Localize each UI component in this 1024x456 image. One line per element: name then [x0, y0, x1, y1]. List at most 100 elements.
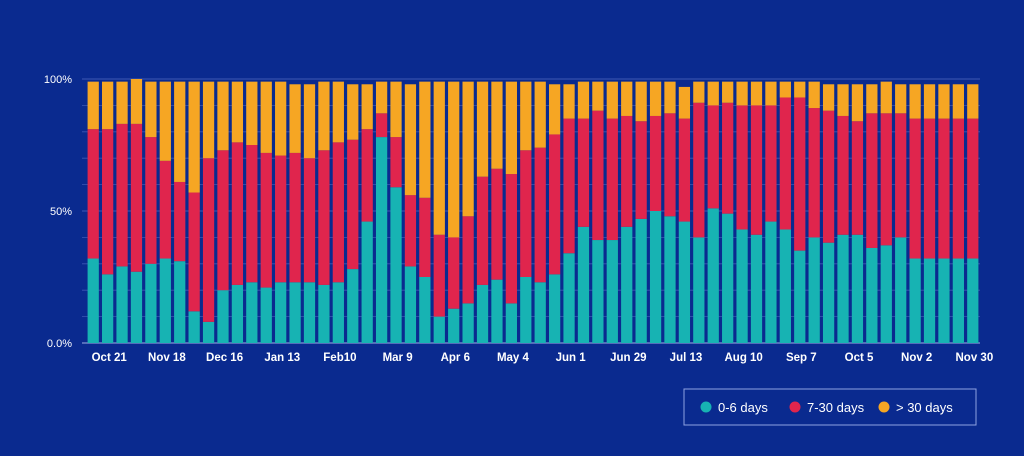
x-tick-label: Jul 13 — [670, 352, 703, 364]
bar-segment--30-days — [476, 81, 489, 177]
bar-segment--30-days — [404, 84, 417, 196]
bar-segment-0-6-days — [577, 226, 590, 343]
bar-segment-7-30-days — [433, 234, 445, 317]
bar-segment-0-6-days — [448, 308, 460, 343]
bar-segment-7-30-days — [534, 147, 546, 283]
bar-segment--30-days — [606, 81, 618, 119]
bar-segment--30-days — [303, 84, 316, 159]
legend-swatch — [700, 401, 712, 413]
bar-segment-7-30-days — [621, 115, 633, 227]
bar-segment-7-30-days — [404, 195, 417, 267]
bar-segment-7-30-days — [332, 142, 344, 283]
bar-segment-0-6-days — [635, 218, 647, 343]
bar-segment-0-6-days — [664, 216, 676, 343]
bar-segment-0-6-days — [592, 240, 604, 343]
bar-segment-0-6-days — [693, 237, 705, 343]
bar-segment--30-days — [693, 81, 705, 103]
bar-segment--30-days — [563, 84, 575, 119]
bar-segment-0-6-days — [217, 290, 229, 343]
x-tick-label: Nov 30 — [956, 352, 994, 364]
bar-segment-7-30-days — [938, 118, 950, 259]
bar-segment-7-30-days — [765, 105, 777, 222]
x-tick-label: Apr 6 — [441, 352, 470, 364]
legend: 0-6 days 7-30 days > 30 days — [683, 388, 977, 426]
bar-segment--30-days — [794, 81, 806, 98]
bar-segment-0-6-days — [822, 242, 835, 343]
bar-segment-7-30-days — [880, 113, 892, 246]
bar-segment-0-6-days — [967, 258, 979, 343]
bar-segment-7-30-days — [87, 129, 99, 259]
x-tick-label: Sep 7 — [786, 352, 817, 364]
x-tick-label: Feb10 — [323, 352, 356, 364]
y-tick-label: 0.0% — [47, 338, 72, 350]
bar-segment-0-6-days — [102, 274, 114, 343]
bar-segment-0-6-days — [549, 274, 561, 343]
bar-segment-7-30-days — [476, 176, 489, 285]
bar-segment--30-days — [635, 81, 647, 122]
bar-segment-0-6-days — [116, 266, 128, 343]
bar-segment-0-6-days — [174, 261, 186, 343]
bar-segment-7-30-days — [967, 118, 979, 259]
bar-segment-7-30-days — [347, 139, 359, 270]
bar-segment-0-6-days — [895, 237, 907, 343]
bar-segment-7-30-days — [794, 97, 806, 251]
bar-segment-7-30-days — [217, 150, 229, 291]
bar-segment-0-6-days — [332, 282, 344, 343]
bar-segment-7-30-days — [303, 158, 316, 283]
bar-segment-7-30-days — [491, 168, 503, 280]
bar-segment-0-6-days — [476, 284, 489, 343]
bar-segment--30-days — [491, 81, 503, 169]
legend-label: > 30 days — [896, 400, 953, 415]
bar-segment-0-6-days — [375, 137, 388, 343]
bar-segment--30-days — [448, 81, 460, 238]
x-tick-label: Jun 29 — [610, 352, 646, 364]
bar-segment--30-days — [102, 81, 114, 130]
bar-segment-0-6-days — [303, 282, 316, 343]
bar-segment-7-30-days — [462, 216, 474, 304]
bar-segment--30-days — [837, 84, 849, 116]
bar-segment--30-days — [909, 84, 921, 119]
bar-segment-7-30-days — [246, 145, 258, 283]
bar-segment-7-30-days — [202, 158, 215, 322]
bar-segment--30-days — [765, 81, 777, 106]
bar-segment-7-30-days — [419, 197, 431, 277]
bar-segment-0-6-days — [462, 303, 474, 343]
bar-segment-7-30-days — [361, 129, 373, 222]
bar-segment--30-days — [923, 84, 936, 119]
bar-segment--30-days — [361, 84, 373, 130]
bar-segment--30-days — [174, 81, 186, 182]
bar-segment-0-6-days — [808, 237, 820, 343]
bar-segment-0-6-days — [794, 250, 806, 343]
bar-segment-7-30-days — [851, 121, 864, 235]
x-tick-label: Jun 1 — [556, 352, 587, 364]
bar-segment-0-6-days — [606, 240, 618, 343]
bar-segment--30-days — [505, 81, 517, 175]
bar-segment-7-30-days — [895, 113, 907, 238]
bar-segment-0-6-days — [952, 258, 964, 343]
bar-segment-0-6-days — [260, 287, 272, 343]
y-axis-ticks: 0.0% 50% 100% — [44, 74, 72, 350]
bar-segment--30-days — [621, 81, 633, 116]
bar-segment--30-days — [217, 81, 229, 151]
bar-segment-7-30-days — [707, 105, 719, 209]
bar-segment-0-6-days — [851, 234, 864, 343]
bar-segment-0-6-days — [202, 321, 215, 343]
bar-segment--30-days — [779, 81, 791, 98]
bar-segment--30-days — [275, 81, 287, 156]
bar-segment-0-6-days — [361, 221, 373, 343]
bar-segment-0-6-days — [159, 258, 171, 343]
bar-segment--30-days — [145, 81, 157, 138]
bar-segment--30-days — [231, 81, 244, 143]
bar-segment-7-30-days — [866, 113, 878, 248]
bar-segment-7-30-days — [549, 134, 561, 275]
bar-segment-0-6-days — [87, 258, 99, 343]
bar-segment-0-6-days — [491, 279, 503, 343]
bar-segment-7-30-days — [448, 237, 460, 309]
bar-segment--30-days — [246, 81, 258, 145]
bar-segment-7-30-days — [952, 118, 964, 259]
x-axis-ticks: Oct 21 Nov 18 Dec 16 Jan 13 Feb10 Mar 9 Apr 6 M… — [92, 352, 994, 364]
bar-segment-7-30-days — [145, 137, 157, 264]
bar-segment-0-6-days — [678, 221, 691, 343]
bar-segment-0-6-days — [722, 213, 734, 343]
bar-segment-7-30-days — [779, 97, 791, 230]
